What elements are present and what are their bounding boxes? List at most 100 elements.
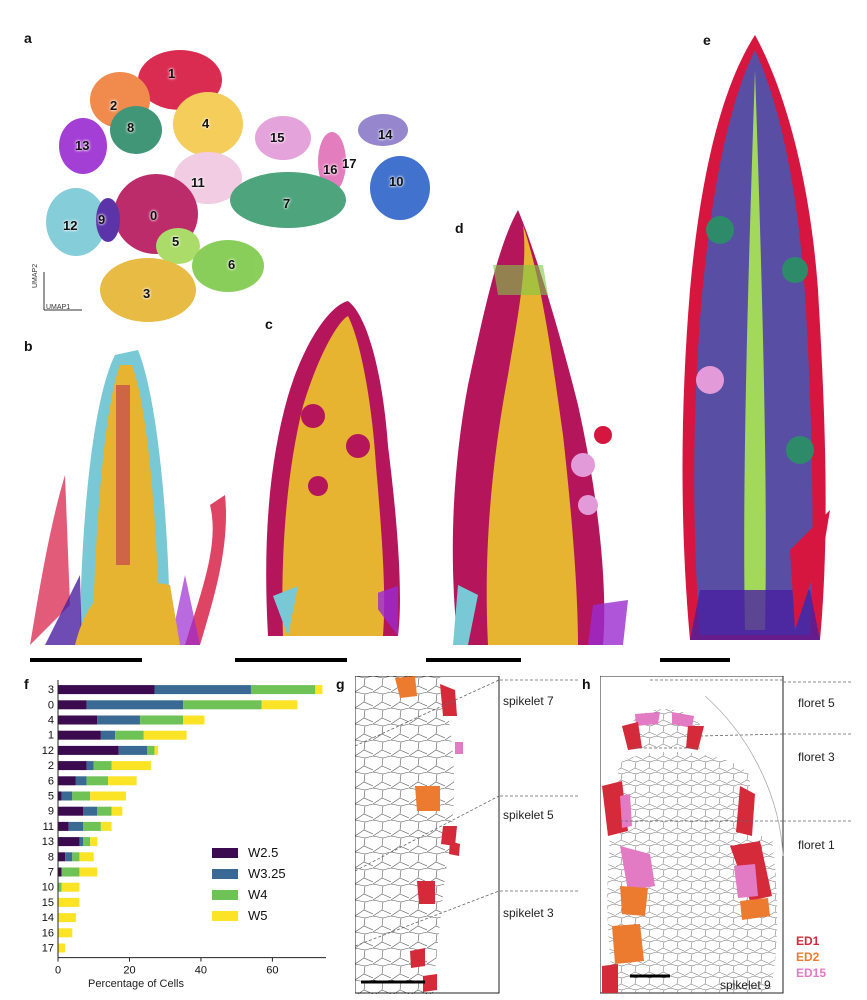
umap-cluster-8 [110, 106, 162, 154]
x-tick-label: 60 [266, 965, 278, 977]
bar-4-W325 [97, 715, 141, 725]
scale-bar-e [660, 658, 730, 662]
bar-2-W5 [111, 761, 151, 771]
bar-10-W5 [61, 882, 80, 892]
annotation-spikelet-5: spikelet 5 [503, 808, 554, 822]
x-tick-label: 40 [195, 965, 207, 977]
y-tick-label: 16 [42, 927, 54, 939]
bar-2-W4 [93, 761, 112, 771]
y-tick-label: 12 [42, 745, 54, 757]
cluster-label-13: 13 [75, 138, 90, 153]
umap-cluster-12 [46, 188, 106, 256]
cluster-label-3: 3 [143, 286, 151, 301]
umap-cluster-3 [100, 258, 196, 322]
legend-item-w4: W4 [212, 887, 268, 902]
bar-12-W4 [147, 745, 155, 755]
bar-11-W5 [100, 821, 112, 831]
bar-1-W4 [115, 730, 144, 740]
umap-cluster-9 [96, 198, 120, 242]
legend-ed1: ED1 [796, 934, 820, 948]
y-tick-label: 7 [48, 867, 54, 879]
chart-x-axis-label: Percentage of Cells [88, 978, 184, 990]
panel-h-guide-lines [783, 681, 851, 822]
bar-11-W4 [83, 821, 101, 831]
bar-6-W4 [86, 776, 109, 786]
bar-4-W25 [58, 715, 98, 725]
y-tick-label: 10 [42, 882, 54, 894]
bar-13-W325 [79, 837, 84, 847]
panel-label-d: d [455, 220, 464, 236]
bar-12-W325 [118, 745, 148, 755]
legend-item-w25: W2.5 [212, 845, 278, 860]
legend-ed2: ED2 [796, 950, 820, 964]
bar-11-W25 [58, 821, 69, 831]
bar-3-W25 [58, 685, 155, 695]
panel-label-f: f [24, 676, 29, 692]
cluster-label-7: 7 [283, 196, 291, 211]
panel-label-a: a [24, 30, 32, 46]
y-tick-label: 9 [48, 806, 54, 818]
bar-7-W5 [79, 867, 98, 877]
umap-cluster-6 [192, 240, 264, 292]
cluster-label-15: 15 [270, 130, 285, 145]
umap-cluster-7 [230, 172, 346, 228]
cluster-label-9: 9 [98, 212, 106, 227]
umap-plot [43, 50, 430, 322]
cluster-label-14: 14 [378, 127, 393, 142]
bar-5-W5 [90, 791, 126, 801]
bar-0-W25 [58, 700, 87, 710]
bar-4-W4 [140, 715, 184, 725]
bar-11-W325 [68, 821, 84, 831]
annotation-spikelet-3: spikelet 3 [503, 906, 554, 920]
bar-5-W25 [58, 791, 62, 801]
bar-9-W4 [97, 806, 112, 816]
legend-swatch-w25 [212, 847, 238, 858]
bar-13-W25 [58, 837, 80, 847]
legend-swatch-w325 [212, 868, 238, 879]
panel-g-guide-lines [500, 679, 578, 892]
umap-cluster-16 [318, 132, 346, 192]
bar-0-W5 [261, 700, 298, 710]
legend-swatch-w4 [212, 889, 238, 900]
tissue-section-e [682, 35, 830, 640]
bar-7-W25 [58, 867, 62, 877]
bar-0-W325 [86, 700, 184, 710]
umap-y-axis-label: UMAP2 [32, 263, 39, 288]
bar-5-W4 [72, 791, 91, 801]
y-tick-label: 1 [48, 730, 54, 742]
annotation-floret-1: floret 1 [798, 838, 835, 852]
y-tick-label: 13 [42, 836, 54, 848]
legend-item-w325: W3.25 [212, 866, 286, 881]
bar-8-W25 [58, 852, 66, 862]
y-tick-label: 4 [48, 715, 54, 727]
bar-16-W5 [58, 928, 73, 938]
y-tick-label: 8 [48, 851, 54, 863]
annotation-floret-5: floret 5 [798, 696, 835, 710]
bar-6-W325 [75, 776, 87, 786]
annotation-spikelet-7: spikelet 7 [503, 694, 554, 708]
scale-bar-c [235, 658, 347, 662]
bar-7-W4 [61, 867, 80, 877]
cluster-label-8: 8 [127, 120, 135, 135]
panel-label-e: e [703, 32, 711, 48]
cluster-label-2: 2 [110, 98, 118, 113]
y-tick-label: 0 [48, 699, 54, 711]
legend-label-w5: W5 [248, 908, 268, 923]
cluster-label-5: 5 [172, 234, 180, 249]
panel-label-b: b [24, 338, 33, 354]
y-tick-label: 15 [42, 897, 54, 909]
cluster-label-17: 17 [342, 156, 357, 171]
panel-g-cell-map [355, 676, 500, 994]
bar-8-W5 [79, 852, 94, 862]
bar-0-W4 [183, 700, 262, 710]
legend-label-w4: W4 [248, 887, 268, 902]
legend-swatch-w5 [212, 910, 238, 921]
bar-8-W325 [65, 852, 73, 862]
bar-15-W5 [58, 897, 80, 907]
bar-1-W325 [100, 730, 116, 740]
bar-3-W325 [154, 685, 251, 695]
bar-9-W325 [83, 806, 98, 816]
umap-cluster-4 [173, 92, 243, 156]
bar-8-W4 [72, 852, 80, 862]
